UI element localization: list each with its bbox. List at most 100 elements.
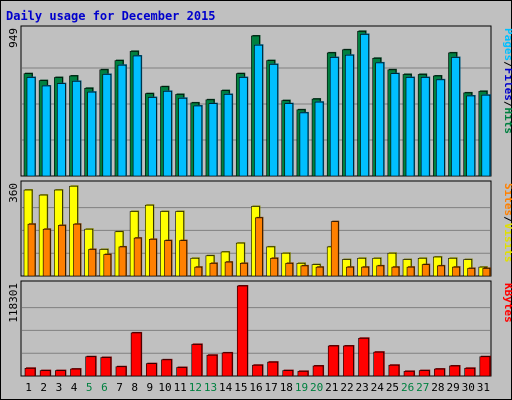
bar-files [102, 73, 112, 177]
bar-files [436, 78, 446, 177]
bar-sites [315, 266, 325, 277]
bar-files [481, 94, 491, 177]
bar-kbytes [403, 370, 416, 377]
bar-files [132, 55, 143, 177]
bar-kbytes [206, 354, 218, 377]
right-axis-label-part: Sites [502, 183, 512, 216]
bar-files [147, 96, 158, 177]
right-axis-label-part: KBytes [502, 283, 512, 323]
bar-kbytes [221, 351, 234, 377]
bar-files [466, 95, 476, 177]
bar-sites [209, 262, 218, 277]
bar-sites [391, 266, 400, 277]
right-axis-label-part: Files [502, 68, 512, 101]
bar-kbytes [55, 369, 67, 377]
x-tick-label: 25 [386, 381, 399, 394]
chart-title: Daily usage for December 2015 [6, 9, 216, 23]
right-axis-label-part: Visits [502, 223, 512, 263]
x-tick-label: 30 [462, 381, 475, 394]
bar-kbytes [418, 369, 431, 377]
bar-sites [148, 238, 158, 277]
bar-kbytes [343, 345, 355, 377]
bar-kbytes [373, 351, 385, 377]
bar-sites [73, 223, 82, 277]
x-tick-label: 18 [280, 381, 293, 394]
bar-files [87, 91, 97, 177]
bar-sites [482, 267, 491, 277]
bar-kbytes [464, 367, 476, 377]
bar-kbytes [252, 364, 264, 377]
bar-sites [133, 237, 143, 277]
bar-sites [285, 262, 294, 277]
bar-sites [300, 264, 309, 277]
x-tick-label: 1 [25, 381, 32, 394]
y-max-label: 949 [7, 28, 20, 48]
bar-sites [194, 266, 203, 277]
bar-files [345, 54, 355, 177]
x-tick-label: 4 [71, 381, 78, 394]
bar-sites [421, 263, 431, 277]
bar-sites [467, 267, 476, 277]
bar-sites [406, 266, 416, 277]
right-axis-label: KBytes [502, 283, 512, 323]
bar-files [193, 105, 203, 177]
x-tick-label: 19 [295, 381, 308, 394]
bar-kbytes [145, 362, 158, 377]
x-tick-label: 6 [101, 381, 108, 394]
bar-files [57, 82, 67, 177]
bar-kbytes [479, 355, 491, 377]
bar-kbytes [449, 365, 461, 377]
bar-files [360, 33, 370, 177]
bar-sites [118, 245, 127, 277]
right-axis-label-part: / [502, 216, 512, 223]
bar-sites [346, 266, 355, 277]
x-tick-label: 15 [234, 381, 247, 394]
bar-sites [361, 266, 370, 277]
x-tick-label: 29 [446, 381, 459, 394]
x-tick-label: 2 [40, 381, 47, 394]
right-axis-label: Sites/Visits [502, 183, 512, 263]
bar-files [41, 85, 52, 177]
x-tick-label: 10 [158, 381, 171, 394]
bar-files [375, 61, 385, 177]
bar-sites [270, 257, 279, 277]
bar-files [117, 64, 127, 177]
bar-files [269, 63, 279, 177]
bar-kbytes [267, 361, 279, 377]
x-tick-label: 11 [174, 381, 187, 394]
bar-kbytes [297, 370, 309, 377]
bar-kbytes [39, 369, 52, 377]
bar-kbytes [70, 368, 82, 377]
y-max-label: 360 [7, 183, 20, 203]
bar-files [238, 76, 249, 177]
bar-sites [239, 262, 249, 277]
bar-files [420, 76, 431, 177]
x-tick-label: 20 [310, 381, 323, 394]
x-tick-label: 22 [340, 381, 353, 394]
bar-files [26, 76, 36, 177]
bar-files [208, 102, 218, 177]
bar-sites [164, 239, 173, 277]
bar-sites [27, 223, 36, 277]
bar-kbytes [312, 365, 325, 377]
bar-files [223, 93, 234, 177]
bar-files [163, 90, 173, 177]
x-tick-label: 27 [416, 381, 429, 394]
right-axis-label-part: / [502, 61, 512, 68]
x-tick-label: 9 [147, 381, 154, 394]
x-tick-label: 21 [325, 381, 338, 394]
bar-files [405, 76, 416, 177]
bar-files [451, 56, 461, 177]
bar-sites [224, 261, 234, 277]
bar-sites [179, 239, 188, 277]
bar-files [299, 111, 309, 177]
right-axis-label-part: / [502, 101, 512, 108]
x-tick-label: 5 [86, 381, 93, 394]
x-tick-label: 26 [401, 381, 414, 394]
bar-files [254, 44, 264, 177]
x-tick-label: 12 [189, 381, 202, 394]
bar-sites [376, 264, 385, 277]
bar-kbytes [282, 369, 294, 377]
bar-kbytes [191, 343, 203, 377]
